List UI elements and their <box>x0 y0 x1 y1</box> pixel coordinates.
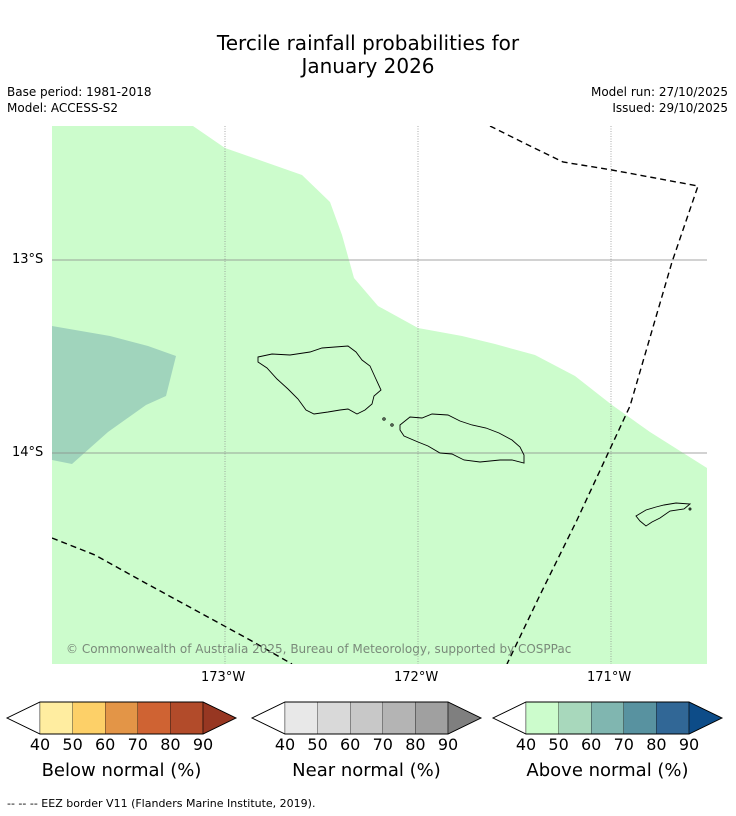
colorbar-1-outline <box>250 701 483 735</box>
colorbar-0-extend-low <box>6 701 41 735</box>
base-period: Base period: 1981-2018 <box>7 85 152 99</box>
colorbar-2-extend-high <box>688 701 723 735</box>
colorbar-1-segment-1 <box>317 701 351 735</box>
colorbar-2-segment-2 <box>591 701 624 735</box>
colorbar-2-tick-label: 40 <box>515 735 537 754</box>
colorbar-0-tick-label: 40 <box>29 735 51 754</box>
colorbar-2-segment-4 <box>656 701 690 735</box>
colorbar-0-segment-0 <box>39 701 73 735</box>
issued-date: Issued: 29/10/2025 <box>612 101 728 115</box>
colorbar-0-segment-1 <box>72 701 106 735</box>
colorbar-1-tick-label: 90 <box>437 735 459 754</box>
colorbar-1-extend-high <box>447 701 482 735</box>
lon-label-172w: 172°W <box>394 670 439 685</box>
eez-border <box>52 126 699 664</box>
colorbar-2-segment-0 <box>525 701 559 735</box>
tutuila-island <box>635 502 692 527</box>
colorbar-0-outline <box>5 701 238 735</box>
lat-label-14s: 14°S <box>12 445 44 460</box>
colorbar-0-title: Below normal (%) <box>41 760 202 781</box>
colorbar-2-tick-label: 60 <box>581 735 602 754</box>
colorbar-2-segment-3 <box>623 701 657 735</box>
map-title-line2: January 2026 <box>301 54 435 78</box>
colorbar-0-segment-4 <box>170 701 204 735</box>
map-title-line1: Tercile rainfall probabilities for <box>216 31 520 55</box>
colorbar-2-outline <box>491 701 724 735</box>
colorbar-2-extend-low <box>492 701 527 735</box>
upolu-island <box>399 413 525 464</box>
colorbar-1-segment-4 <box>415 701 449 735</box>
lon-label-171w: 171°W <box>587 670 632 685</box>
eez-footnote: -- -- -- EEZ border V11 (Flanders Marine… <box>7 797 316 810</box>
colorbar-0-tick-label: 80 <box>160 735 181 754</box>
above-normal-50-60-region <box>52 326 176 464</box>
colorbar-1-title: Near normal (%) <box>292 760 441 781</box>
colorbar-2-tick-label: 80 <box>646 735 667 754</box>
colorbar-1-tick-label: 70 <box>372 735 393 754</box>
colorbar-1-segment-3 <box>382 701 416 735</box>
colorbar-1-tick-label: 80 <box>405 735 426 754</box>
colorbar-0-segment-3 <box>137 701 171 735</box>
colorbar-1-segment-0 <box>284 701 318 735</box>
colorbar-2-tick-label: 50 <box>548 735 569 754</box>
lat-label-13s: 13°S <box>12 252 44 267</box>
colorbar-2-segment-1 <box>558 701 592 735</box>
colorbar-1-segment-2 <box>350 701 383 735</box>
colorbar-1-tick-label: 40 <box>274 735 296 754</box>
copyright-credit: © Commonwealth of Australia 2025, Bureau… <box>66 642 572 656</box>
above-normal-40-50-region <box>52 126 707 664</box>
model-run: Model run: 27/10/2025 <box>590 85 728 99</box>
colorbars-group <box>5 701 724 735</box>
colorbar-1-extend-low <box>251 701 286 735</box>
lon-label-173w: 173°W <box>201 670 246 685</box>
colorbar-0-tick-label: 50 <box>62 735 83 754</box>
colorbar-1-tick-label: 60 <box>340 735 361 754</box>
colorbar-0-tick-label: 70 <box>127 735 148 754</box>
graticule <box>52 126 707 664</box>
colorbar-1-tick-label: 50 <box>307 735 328 754</box>
model-name: Model: ACCESS-S2 <box>7 101 119 115</box>
colorbar-2-tick-label: 90 <box>678 735 700 754</box>
colorbar-0-tick-label: 90 <box>192 735 214 754</box>
colorbar-0-tick-label: 60 <box>95 735 116 754</box>
colorbar-0-segment-2 <box>105 701 138 735</box>
savaii-island <box>257 345 382 415</box>
islands <box>257 345 692 527</box>
colorbar-2-tick-label: 70 <box>613 735 634 754</box>
colorbar-0-extend-high <box>202 701 237 735</box>
colorbar-2-title: Above normal (%) <box>526 760 689 781</box>
